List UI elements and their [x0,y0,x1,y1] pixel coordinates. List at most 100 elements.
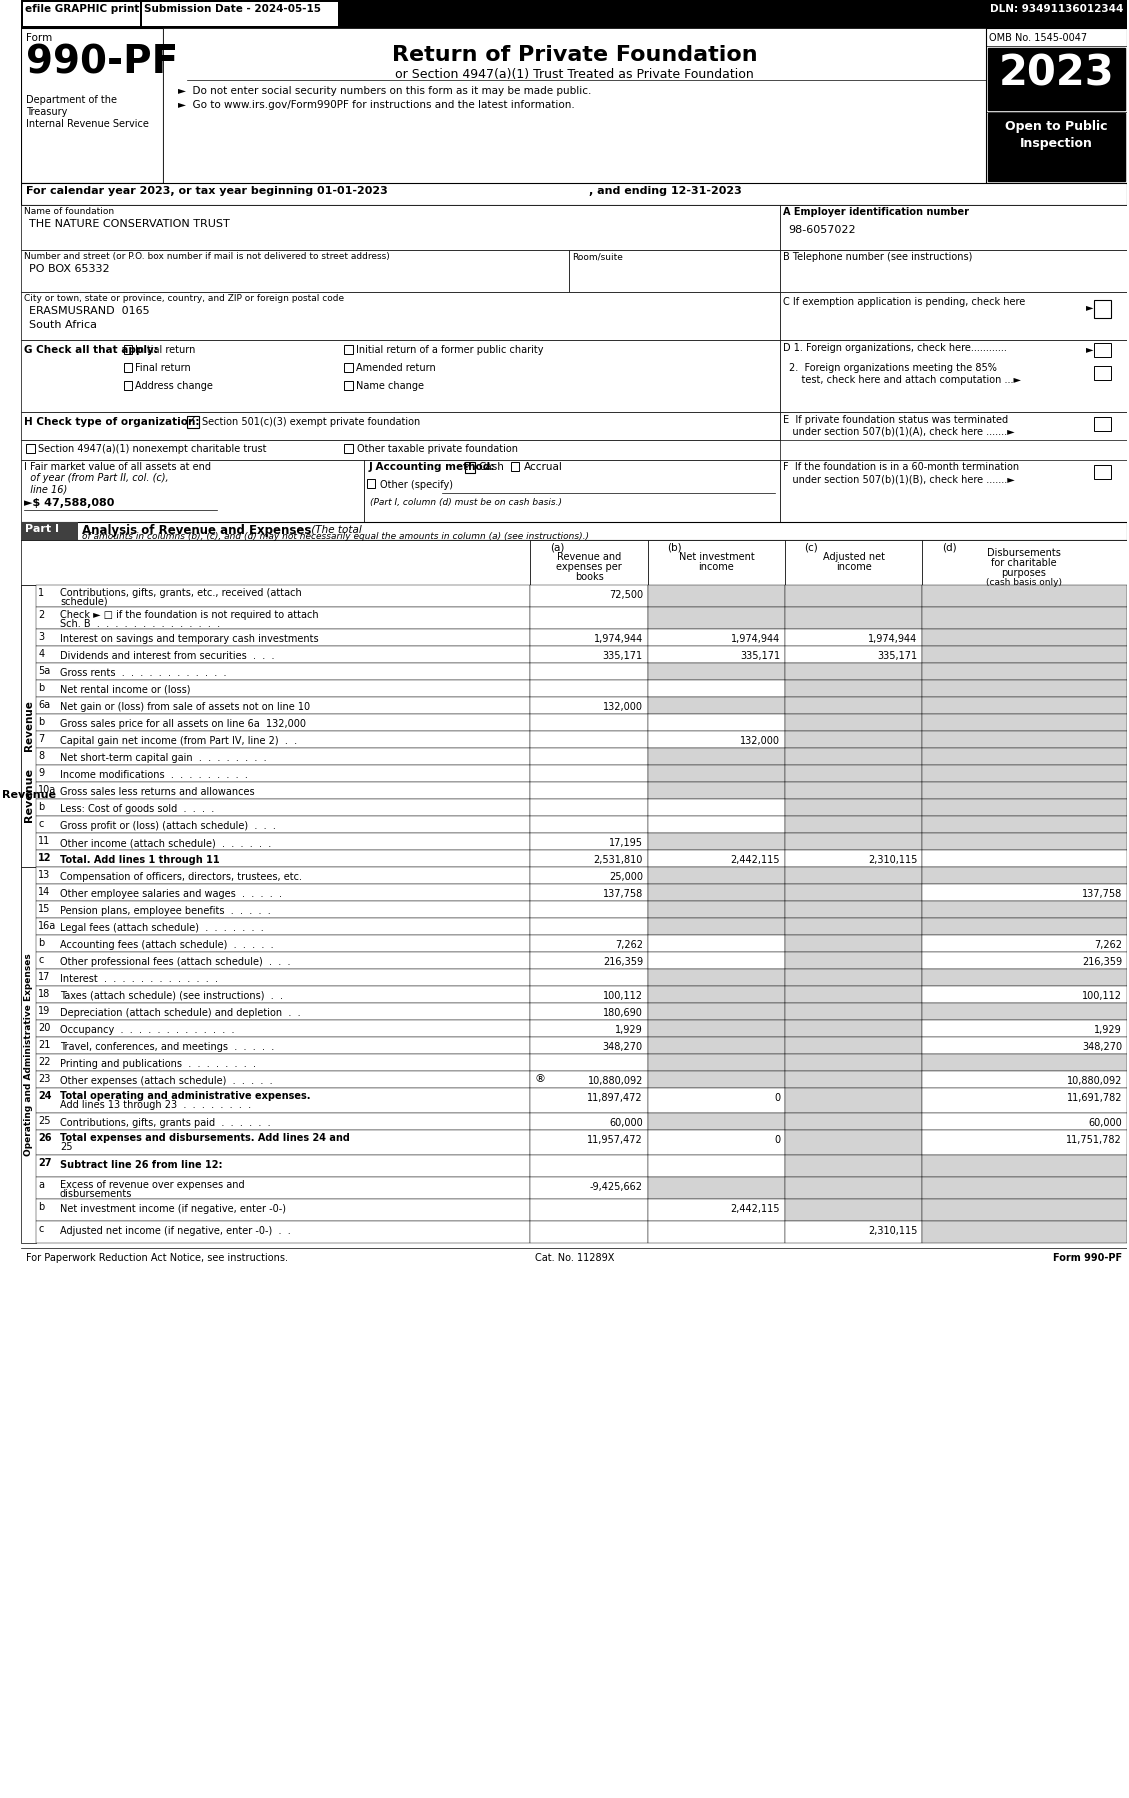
Text: Part I: Part I [25,523,59,534]
Text: 2,531,810: 2,531,810 [594,856,642,865]
Bar [20,539,531,584]
Text: , and ending 12-31-2023: , and ending 12-31-2023 [589,185,742,196]
Bar [648,714,785,732]
Text: 7,262: 7,262 [1094,940,1122,949]
Text: Section 501(c)(3) exempt private foundation: Section 501(c)(3) exempt private foundat… [202,417,420,426]
Text: b: b [38,939,45,948]
Bar [20,412,780,441]
Text: -9,425,662: -9,425,662 [590,1181,642,1192]
Text: Less: Cost of goods sold  .  .  .  .: Less: Cost of goods sold . . . . [60,804,215,814]
Bar [785,629,922,645]
Text: 25: 25 [38,1117,51,1126]
Bar [36,1178,531,1199]
Text: Net investment: Net investment [679,552,754,563]
Text: Other employee salaries and wages  .  .  .  .  .: Other employee salaries and wages . . . … [60,888,282,899]
Bar [531,645,648,663]
Bar [344,345,353,354]
Bar [465,462,475,473]
Bar [20,340,780,412]
Text: Net short-term capital gain  .  .  .  .  .  .  .  .: Net short-term capital gain . . . . . . … [60,753,266,762]
Bar [785,867,922,885]
Text: 2,310,115: 2,310,115 [868,856,917,865]
Text: 11: 11 [38,836,51,847]
Text: 10,880,092: 10,880,092 [1067,1075,1122,1086]
Bar [531,698,648,714]
Bar [648,1019,785,1037]
Bar [922,1072,1127,1088]
Bar [531,539,648,584]
Bar [36,935,531,951]
Text: Capital gain net income (from Part IV, line 2)  .  .: Capital gain net income (from Part IV, l… [60,735,297,746]
Text: 8: 8 [38,752,44,761]
Text: 14: 14 [38,886,51,897]
Text: 2,442,115: 2,442,115 [730,1205,780,1214]
Bar [986,29,1127,183]
Text: Treasury: Treasury [26,108,67,117]
Bar [531,1054,648,1072]
Bar [20,584,36,867]
Text: (Part I, column (d) must be on cash basis.): (Part I, column (d) must be on cash basi… [369,498,561,507]
Text: 0: 0 [774,1093,780,1102]
Bar [36,1054,531,1072]
Bar [531,1199,648,1221]
Text: Total operating and administrative expenses.: Total operating and administrative expen… [60,1091,310,1100]
Bar [922,1037,1127,1054]
Bar [780,460,1127,521]
Text: ►$ 47,588,080: ►$ 47,588,080 [24,498,114,509]
Bar [36,832,531,850]
Bar [922,1154,1127,1178]
Bar [36,885,531,901]
Bar [36,951,531,969]
Bar [20,0,1127,29]
Bar [780,205,1127,250]
Text: c: c [38,955,44,966]
Bar [531,1019,648,1037]
Text: THE NATURE CONSERVATION TRUST: THE NATURE CONSERVATION TRUST [28,219,229,228]
Text: Adjusted net income (if negative, enter -0-)  .  .: Adjusted net income (if negative, enter … [60,1226,291,1235]
Bar [20,183,1127,205]
Text: efile GRAPHIC print: efile GRAPHIC print [25,4,139,14]
Text: Total. Add lines 1 through 11: Total. Add lines 1 through 11 [60,856,220,865]
Bar [142,2,339,25]
Bar [648,1088,785,1113]
Bar [531,832,648,850]
Bar [344,381,353,390]
Bar [531,748,648,764]
Bar [648,1221,785,1242]
Bar [648,969,785,985]
Bar [124,381,132,390]
Bar [36,1113,531,1129]
Bar [922,748,1127,764]
Bar [785,1037,922,1054]
Bar [988,49,1124,110]
Bar [785,782,922,798]
Bar [785,748,922,764]
Text: 3: 3 [38,633,44,642]
Bar [531,608,648,629]
Text: 98-6057022: 98-6057022 [788,225,856,236]
Bar [36,798,531,816]
Bar [785,539,922,584]
Bar [20,521,1127,539]
Text: J Accounting method:: J Accounting method: [368,462,495,473]
Bar [922,885,1127,901]
Bar [922,832,1127,850]
Bar [922,850,1127,867]
Text: 60,000: 60,000 [610,1118,642,1127]
Bar [20,29,1127,183]
Text: Contributions, gifts, grants paid  .  .  .  .  .  .: Contributions, gifts, grants paid . . . … [60,1118,271,1127]
Bar [785,698,922,714]
Text: 2,442,115: 2,442,115 [730,856,780,865]
Bar [36,748,531,764]
Text: Pension plans, employee benefits  .  .  .  .  .: Pension plans, employee benefits . . . .… [60,906,271,915]
Bar [1094,367,1111,379]
Bar [531,985,648,1003]
Text: Submission Date - 2024-05-15: Submission Date - 2024-05-15 [145,4,322,14]
Bar [531,1113,648,1129]
Text: 23: 23 [38,1073,51,1084]
Text: 5a: 5a [38,665,51,676]
Text: 6a: 6a [38,699,51,710]
Bar [785,608,922,629]
Text: Total expenses and disbursements. Add lines 24 and: Total expenses and disbursements. Add li… [60,1133,350,1144]
Text: 24: 24 [38,1091,52,1100]
